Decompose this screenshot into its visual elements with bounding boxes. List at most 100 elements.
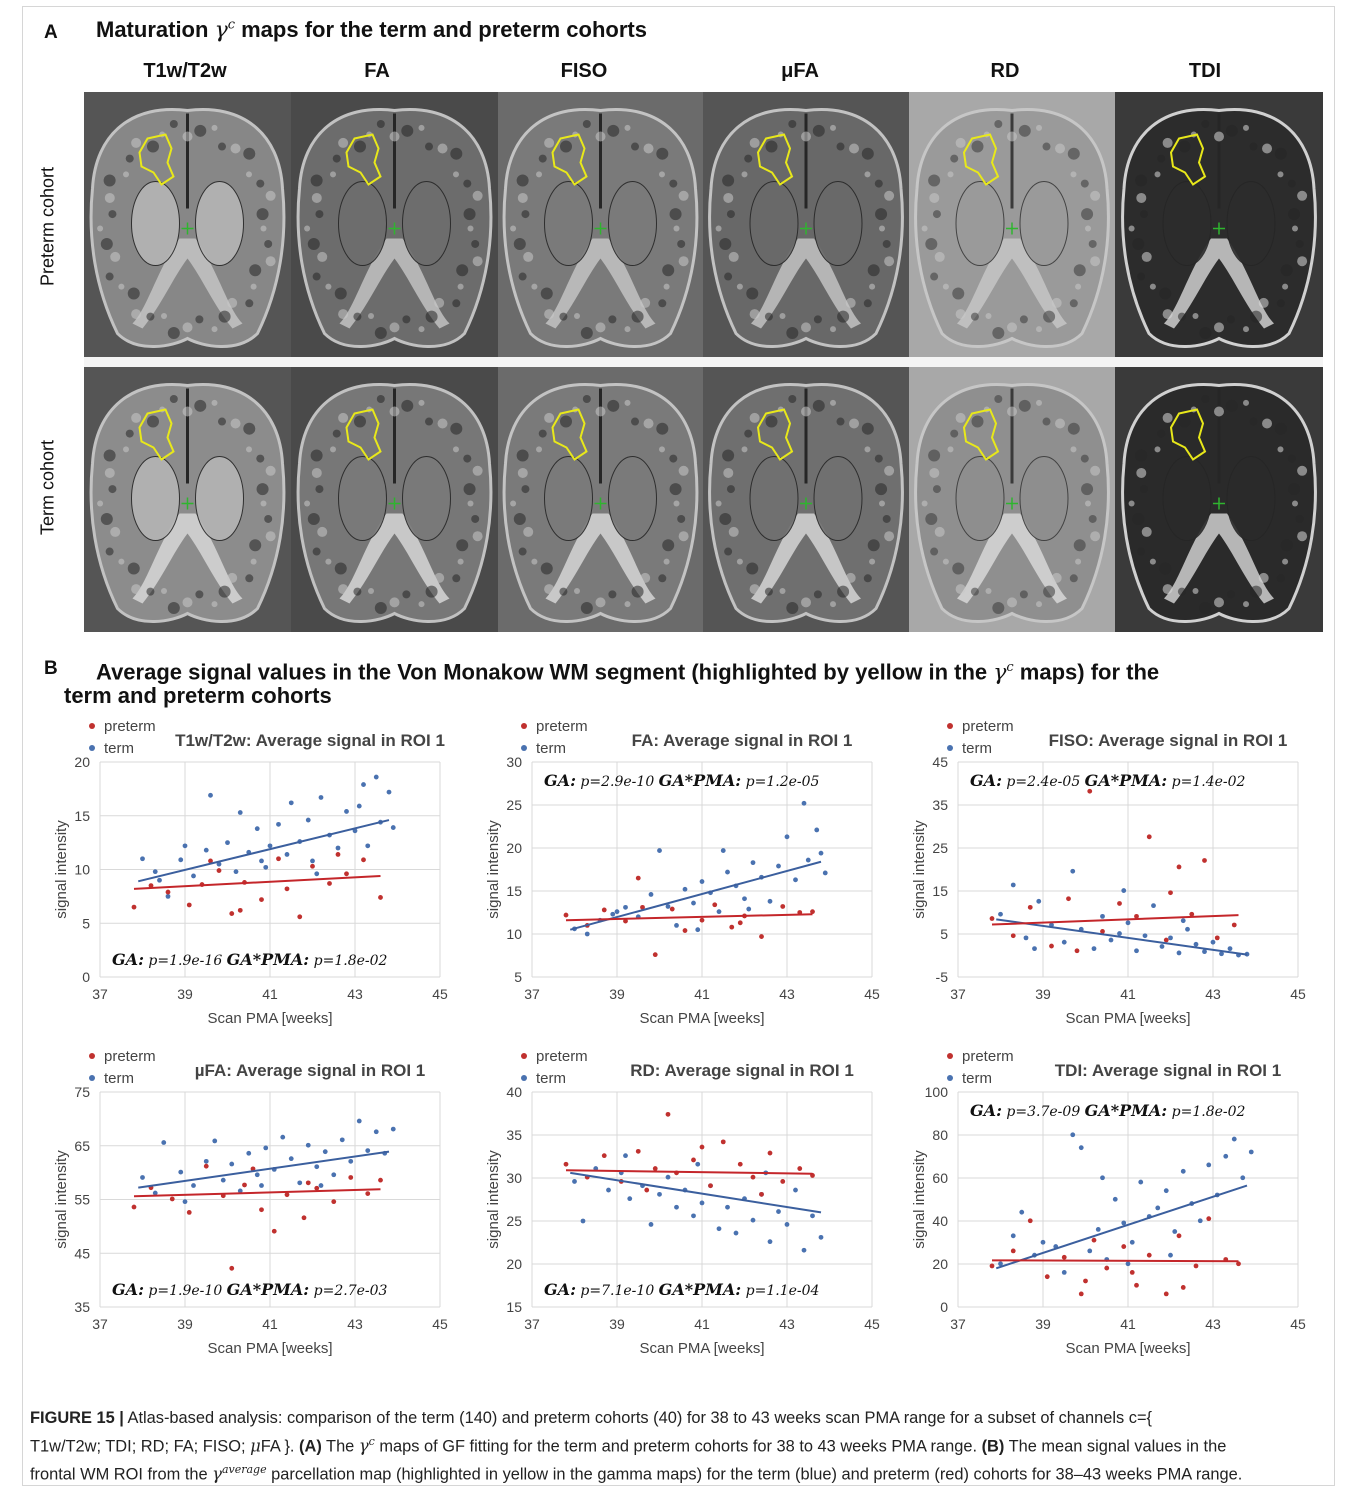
chart-rd: 15 20 25 30 35 40 37 39 41 43 45 Scan PMA [weeks] si… <box>482 1046 892 1366</box>
y-tick-label: 60 <box>932 1170 948 1186</box>
term-point <box>805 857 811 863</box>
y-tick-label: 100 <box>925 1084 949 1100</box>
x-tick-label: 41 <box>1120 1316 1136 1332</box>
term-point <box>657 1191 662 1197</box>
term-point <box>1197 1218 1203 1224</box>
preterm-point <box>1176 864 1182 870</box>
term-point <box>365 1148 371 1153</box>
term-point <box>237 810 243 815</box>
term-point <box>750 1217 756 1223</box>
preterm-point <box>737 1161 743 1167</box>
x-tick-label: 43 <box>1205 1316 1221 1332</box>
term-point <box>373 1129 379 1135</box>
preterm-point <box>284 886 290 892</box>
term-point <box>1112 1196 1118 1202</box>
term-point <box>1180 1168 1186 1174</box>
term-point <box>233 869 239 875</box>
term-point <box>246 1150 252 1156</box>
preterm-point <box>601 907 607 913</box>
preterm-point <box>767 1150 773 1156</box>
term-point <box>1163 1188 1169 1194</box>
x-tick-label: 39 <box>177 1316 193 1332</box>
legend-marker-preterm <box>89 1053 95 1059</box>
term-point <box>1151 903 1156 909</box>
y-tick-label: 0 <box>940 1299 948 1315</box>
preterm-point <box>1134 913 1139 919</box>
term-point <box>1070 868 1076 874</box>
term-point <box>776 1209 781 1214</box>
y-tick-label: 35 <box>74 1299 90 1315</box>
preterm-point <box>148 883 154 889</box>
preterm-point <box>699 917 705 923</box>
term-point <box>1155 1205 1161 1211</box>
y-tick-label: 45 <box>74 1245 90 1261</box>
x-tick-label: 39 <box>1035 1316 1051 1332</box>
preterm-point <box>780 904 786 909</box>
x-tick-label: 45 <box>864 1316 880 1332</box>
term-trendline <box>570 1171 822 1214</box>
term-point <box>208 792 213 798</box>
y-tick-label: 25 <box>932 840 948 856</box>
preterm-point <box>169 1196 175 1202</box>
term-point <box>1100 1175 1105 1181</box>
legend-marker-term <box>947 745 953 751</box>
term-point <box>331 1172 337 1178</box>
legend-marker-preterm <box>947 723 953 729</box>
stats-annotation: GA: p=1.9e-16 GA*PMA: p=1.8e-02 <box>112 950 388 969</box>
gamma-map-preterm-t1w-t2w <box>84 92 291 357</box>
preterm-point <box>131 1204 137 1210</box>
term-point <box>276 821 281 827</box>
preterm-point <box>1061 1254 1067 1260</box>
brain-slice-image <box>1121 108 1317 348</box>
y-tick-label: 15 <box>74 808 90 824</box>
term-trendline <box>996 918 1248 956</box>
term-point <box>356 803 362 809</box>
term-point <box>1087 1248 1093 1254</box>
preterm-point <box>361 857 366 863</box>
term-point <box>784 834 790 840</box>
stats-annotation: GA: p=2.4e-05 GA*PMA: p=1.4e-02 <box>970 771 1246 790</box>
term-point <box>665 1174 671 1180</box>
chart-title: FA: Average signal in ROI 1 <box>632 731 853 750</box>
preterm-point <box>1163 937 1169 943</box>
row-label-term: Term cohort <box>37 439 58 536</box>
term-point <box>716 1226 722 1232</box>
preterm-point <box>378 895 383 900</box>
preterm-point <box>259 1207 264 1213</box>
term-point <box>648 892 654 897</box>
legend-label-term: term <box>104 1070 134 1087</box>
term-point <box>725 869 730 875</box>
term-point <box>1134 948 1139 954</box>
y-axis-label: signal intensity <box>53 820 70 919</box>
term-point <box>305 817 311 823</box>
x-tick-label: 45 <box>864 986 880 1002</box>
preterm-point <box>644 1187 650 1193</box>
gamma-map-term-tdi <box>1115 367 1323 632</box>
x-tick-label: 39 <box>1035 986 1051 1002</box>
preterm-point <box>1100 929 1105 934</box>
scatter-plot-svg: -5 5 15 25 35 45 37 39 41 43 45 Scan PMA [weeks] sig… <box>911 718 1306 1027</box>
term-trendline <box>995 1184 1248 1270</box>
preterm-point <box>750 1174 756 1180</box>
preterm-point <box>797 1166 803 1171</box>
column-heading-fiso: FISO <box>560 60 608 82</box>
term-point <box>254 826 260 832</box>
preterm-point <box>1010 933 1016 939</box>
term-point <box>665 904 671 909</box>
legend-marker-preterm <box>521 1053 527 1059</box>
preterm-point <box>669 906 675 912</box>
term-point <box>623 904 628 910</box>
term-point <box>1100 913 1105 919</box>
term-point <box>1219 951 1224 957</box>
term-point <box>165 893 171 899</box>
scatter-plot-svg: 5 10 15 20 25 30 37 39 41 43 45 Scan PMA [weeks] sig… <box>485 718 880 1027</box>
x-axis-label: Scan PMA [weeks] <box>639 1340 764 1357</box>
term-point <box>314 871 320 877</box>
term-point <box>733 1230 739 1236</box>
term-point <box>1206 1162 1212 1168</box>
brain-slice-image <box>296 383 493 623</box>
preterm-point <box>131 904 137 910</box>
term-point <box>297 1180 303 1186</box>
preterm-point <box>635 1148 641 1154</box>
term-point <box>140 856 145 862</box>
